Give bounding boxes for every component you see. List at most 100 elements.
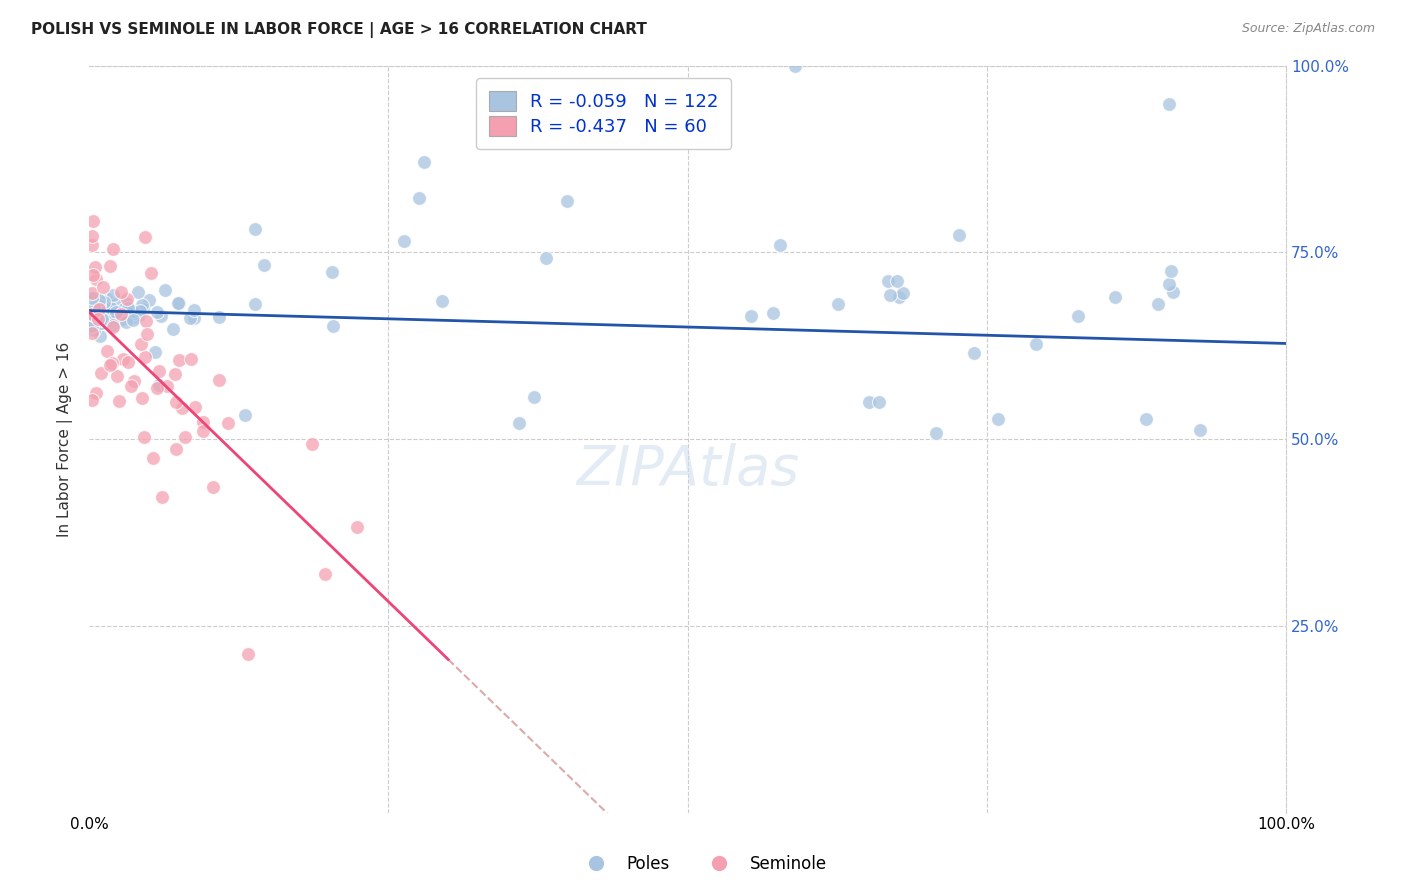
Point [98, 358, 121, 372]
Point [179, 311, 201, 326]
Point [893, 286, 915, 301]
Point [132, 430, 155, 444]
Point [243, 297, 266, 311]
Point [534, 252, 557, 266]
Point [101, 318, 124, 332]
Point [879, 288, 901, 302]
Point [145, 305, 167, 319]
Point [82, 308, 104, 322]
Point [143, 345, 166, 359]
Point [1104, 291, 1126, 305]
Point [555, 194, 578, 209]
Point [1135, 412, 1157, 426]
Point [84, 310, 107, 324]
Point [1025, 337, 1047, 351]
Point [84, 271, 107, 285]
Point [105, 310, 128, 324]
Point [191, 424, 214, 438]
Point [82, 318, 104, 333]
Point [83, 316, 105, 330]
Point [785, 59, 807, 73]
Point [98, 259, 121, 273]
Text: Source: ZipAtlas.com: Source: ZipAtlas.com [1241, 22, 1375, 36]
Point [233, 409, 256, 423]
Point [156, 379, 179, 393]
Point [141, 266, 163, 280]
Point [80, 285, 103, 300]
Point [322, 318, 344, 333]
Point [84, 302, 107, 317]
Point [134, 230, 156, 244]
Point [827, 297, 849, 311]
Point [1157, 277, 1180, 291]
Point [105, 307, 128, 321]
Point [122, 306, 145, 320]
Point [107, 394, 129, 409]
Point [83, 301, 105, 315]
Point [80, 229, 103, 244]
Point [128, 304, 150, 318]
Point [82, 305, 104, 319]
Point [111, 312, 134, 326]
Point [101, 288, 124, 302]
Point [136, 326, 159, 341]
Point [89, 328, 111, 343]
Point [183, 310, 205, 325]
Point [167, 296, 190, 310]
Point [115, 292, 138, 306]
Point [858, 395, 880, 409]
Point [90, 316, 112, 330]
Point [117, 310, 139, 324]
Point [163, 367, 186, 381]
Point [314, 567, 336, 582]
Point [148, 377, 170, 392]
Point [301, 437, 323, 451]
Point [155, 283, 177, 297]
Point [83, 300, 105, 314]
Point [80, 298, 103, 312]
Point [89, 306, 111, 320]
Point [963, 346, 986, 360]
Point [166, 394, 188, 409]
Point [84, 303, 107, 318]
Point [84, 291, 107, 305]
Point [131, 337, 153, 351]
Point [84, 305, 107, 319]
Point [117, 301, 139, 315]
Point [193, 416, 215, 430]
Point [408, 191, 430, 205]
Point [120, 379, 142, 393]
Point [100, 298, 122, 312]
Point [889, 290, 911, 304]
Point [128, 308, 150, 322]
Point [245, 222, 267, 236]
Point [1146, 297, 1168, 311]
Point [96, 344, 118, 359]
Point [91, 313, 114, 327]
Point [1159, 96, 1181, 111]
Point [149, 309, 172, 323]
Point [91, 302, 114, 317]
Point [523, 390, 546, 404]
Point [89, 309, 111, 323]
Text: POLISH VS SEMINOLE IN LABOR FORCE | AGE > 16 CORRELATION CHART: POLISH VS SEMINOLE IN LABOR FORCE | AGE … [31, 22, 647, 38]
Point [80, 291, 103, 305]
Point [131, 298, 153, 312]
Point [87, 312, 110, 326]
Point [202, 480, 225, 494]
Point [105, 368, 128, 383]
Point [1160, 264, 1182, 278]
Point [80, 305, 103, 319]
Point [392, 234, 415, 248]
Point [80, 237, 103, 252]
Point [100, 310, 122, 324]
Point [115, 296, 138, 310]
Point [105, 297, 128, 311]
Point [122, 374, 145, 388]
Point [948, 227, 970, 242]
Point [868, 395, 890, 409]
Point [110, 308, 132, 322]
Point [82, 214, 104, 228]
Point [131, 391, 153, 405]
Point [82, 326, 104, 341]
